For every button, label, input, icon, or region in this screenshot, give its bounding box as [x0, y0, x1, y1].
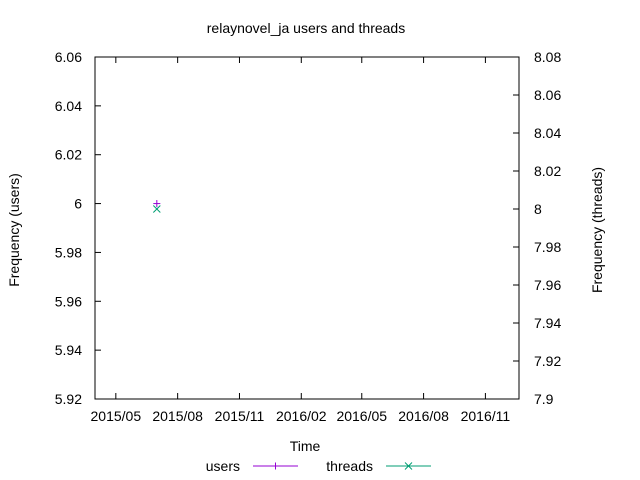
marker-stroke [404, 462, 413, 470]
legend-marker-threads [404, 462, 413, 470]
y-tick-label: 5.92 [55, 391, 82, 407]
x-tick-label: 2016/08 [398, 408, 449, 424]
y2-tick-label: 8.06 [534, 87, 561, 103]
y-axis-ticks: 5.92 5.94 5.96 5.98 6 6.02 6.04 6.06 [55, 49, 101, 407]
y-tick-label: 6.02 [55, 147, 82, 163]
y2-tick-label: 7.92 [534, 353, 561, 369]
x-tick-label: 2016/11 [461, 408, 511, 424]
data-point-users [153, 200, 161, 208]
y2-tick-label: 8.02 [534, 163, 561, 179]
y2-tick-label: 8.04 [534, 125, 561, 141]
x-axis-label: Time [290, 438, 321, 454]
y-tick-label: 6.06 [55, 49, 82, 65]
plot-frame [94, 56, 520, 400]
x-tick-label: 2015/11 [215, 408, 265, 424]
legend-label-users: users [206, 458, 240, 474]
y-tick-label: 6 [74, 196, 82, 212]
y2-tick-label: 7.96 [534, 277, 561, 293]
y2-tick-label: 7.98 [534, 239, 561, 255]
y2-axis-ticks: 7.9 7.92 7.94 7.96 7.98 8 8.02 8.04 8.06 8.08 [513, 49, 561, 407]
y2-tick-label: 8.08 [534, 49, 561, 65]
y2-tick-label: 7.94 [534, 315, 561, 331]
y-tick-label: 5.98 [55, 244, 82, 260]
y2-tick-label: 7.9 [534, 391, 554, 407]
y2-axis-label: Frequency (threads) [589, 167, 605, 293]
y-tick-label: 5.96 [55, 293, 82, 309]
chart-title: relaynovel_ja users and threads [207, 20, 405, 36]
y2-tick-label: 8 [534, 201, 542, 217]
marker-stroke [152, 205, 161, 213]
x-tick-label: 2016/05 [336, 408, 387, 424]
y-tick-label: 5.94 [55, 342, 82, 358]
x-tick-label: 2016/02 [276, 408, 327, 424]
legend-marker-users [272, 462, 279, 470]
data-point-threads [152, 205, 161, 213]
x-axis-ticks: 2015/05 2015/08 2015/11 2016/02 2016/05 2016/… [91, 57, 511, 424]
legend: users threads [206, 458, 431, 474]
legend-label-threads: threads [326, 458, 373, 474]
x-tick-label: 2015/05 [91, 408, 142, 424]
y-tick-label: 6.04 [55, 98, 82, 114]
y-axis-label: Frequency (users) [6, 173, 22, 287]
data-markers [152, 200, 161, 213]
x-tick-label: 2015/08 [152, 408, 203, 424]
